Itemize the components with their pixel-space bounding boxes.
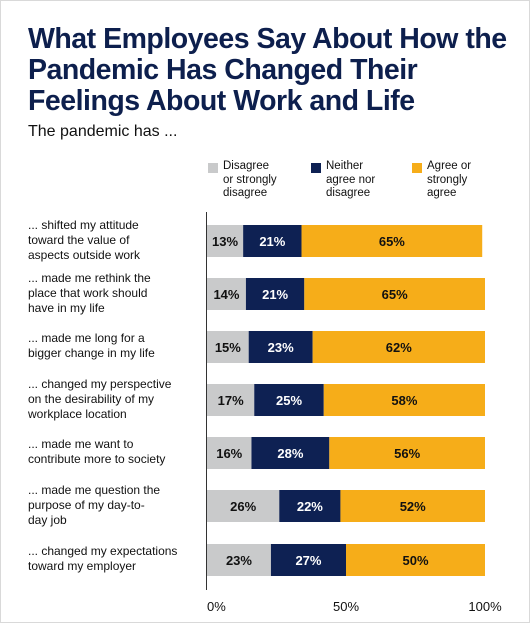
chart-title: What Employees Say About How the Pandemi… <box>28 23 507 117</box>
bar-segment-neutral <box>251 437 330 469</box>
category-label-line: ... made me rethink the <box>28 270 151 285</box>
bar-segment-agree <box>312 331 485 363</box>
data-label: 62% <box>386 340 412 355</box>
legend-label-agree: Agree or strongly agree <box>427 160 517 201</box>
bar-segment-disagree <box>207 384 255 416</box>
category-label-line: ... shifted my attitude <box>28 217 139 232</box>
bar-segment-agree <box>340 490 485 522</box>
data-label: 14% <box>213 287 239 302</box>
bar-segment-agree <box>323 384 485 416</box>
category-label-line: contribute more to society <box>28 452 166 466</box>
data-label: 65% <box>382 287 408 302</box>
data-label: 56% <box>394 446 420 461</box>
bar-segment-neutral <box>245 278 305 310</box>
data-label: 23% <box>226 553 252 568</box>
category-label-line: purpose of my day-to- <box>28 497 145 512</box>
x-tick-label: 0% <box>207 599 226 614</box>
legend-label-line: strongly <box>427 173 468 186</box>
chart-subtitle: The pandemic has ... <box>28 123 178 140</box>
bar-segment-disagree <box>207 225 244 257</box>
legend-label-line: disagree <box>223 187 268 199</box>
data-label: 58% <box>391 393 417 408</box>
category-label: ... changed my expectations toward my emp… <box>28 544 203 574</box>
legend-label-line: agree nor <box>326 173 376 186</box>
category-label-line: ... made me want to <box>28 437 134 451</box>
category-label-line: have in my life <box>28 300 105 315</box>
legend-swatch-neutral <box>311 163 321 173</box>
category-label: ... made me question the purpose of my da… <box>28 483 203 528</box>
legend-label-line: disagree <box>326 187 371 199</box>
bar-segment-disagree <box>207 331 249 363</box>
data-label: 15% <box>215 340 241 355</box>
data-label: 17% <box>218 393 244 408</box>
bar-segment-agree <box>346 544 485 576</box>
bar-segment-agree <box>301 225 483 257</box>
data-label: 16% <box>216 446 242 461</box>
legend-label-line: Agree or <box>427 160 472 172</box>
legend-label-line: Neither <box>326 160 364 172</box>
bar-segment-disagree <box>207 490 280 522</box>
legend-label-line: agree <box>427 187 457 199</box>
category-label-line: day job <box>28 512 67 527</box>
bar-segment-neutral <box>270 544 346 576</box>
legend-label-neutral: Neither agree nor disagree <box>326 160 416 201</box>
category-label: ... shifted my attitude toward the value … <box>28 218 203 263</box>
category-label: ... made me want to contribute more to so… <box>28 437 203 467</box>
category-label-line: place that work should <box>28 285 148 300</box>
legend-swatch-agree <box>412 163 422 173</box>
bar-segment-agree <box>304 278 485 310</box>
category-label-line: on the desirability of my <box>28 391 155 406</box>
category-label-line: ... changed my expectations <box>28 544 178 558</box>
bar-segment-neutral <box>254 384 324 416</box>
data-label: 28% <box>277 446 303 461</box>
category-label-line: ... made me long for a <box>28 331 145 345</box>
data-label: 21% <box>262 287 288 302</box>
category-label-line: aspects outside work <box>28 247 141 262</box>
bar-segment-agree <box>329 437 485 469</box>
legend-label-line: or strongly <box>223 173 277 186</box>
legend-swatch-disagree <box>208 163 218 173</box>
legend-label-disagree: Disagree or strongly disagree <box>223 160 313 201</box>
category-label-line: bigger change in my life <box>28 346 155 360</box>
category-label: ... made me rethink the place that work s… <box>28 271 203 316</box>
data-label: 50% <box>402 553 428 568</box>
category-label-line: ... made me question the <box>28 482 161 497</box>
data-label: 25% <box>276 393 302 408</box>
x-tick-label: 100% <box>468 599 502 614</box>
legend-label-line: Disagree <box>223 160 270 172</box>
category-label: ... changed my perspective on the desirab… <box>28 377 203 422</box>
bar-segment-disagree <box>207 278 246 310</box>
data-label: 27% <box>295 553 321 568</box>
category-label: ... made me long for a bigger change in m… <box>28 331 203 361</box>
data-label: 52% <box>400 499 426 514</box>
data-label: 13% <box>212 234 238 249</box>
category-label-line: workplace location <box>28 406 127 421</box>
bar-segment-neutral <box>248 331 313 363</box>
bar-segment-disagree <box>207 544 271 576</box>
category-label-line: ... changed my perspective <box>28 376 172 391</box>
x-tick-label: 50% <box>333 599 359 614</box>
data-label: 26% <box>230 499 256 514</box>
category-label-line: toward the value of <box>28 232 130 247</box>
data-label: 23% <box>268 340 294 355</box>
bar-segment-disagree <box>207 437 252 469</box>
data-label: 65% <box>379 234 405 249</box>
category-label-line: toward my employer <box>28 559 137 573</box>
data-label: 21% <box>259 234 285 249</box>
data-label: 22% <box>297 499 323 514</box>
bar-segment-neutral <box>243 225 302 257</box>
bar-segment-neutral <box>279 490 341 522</box>
